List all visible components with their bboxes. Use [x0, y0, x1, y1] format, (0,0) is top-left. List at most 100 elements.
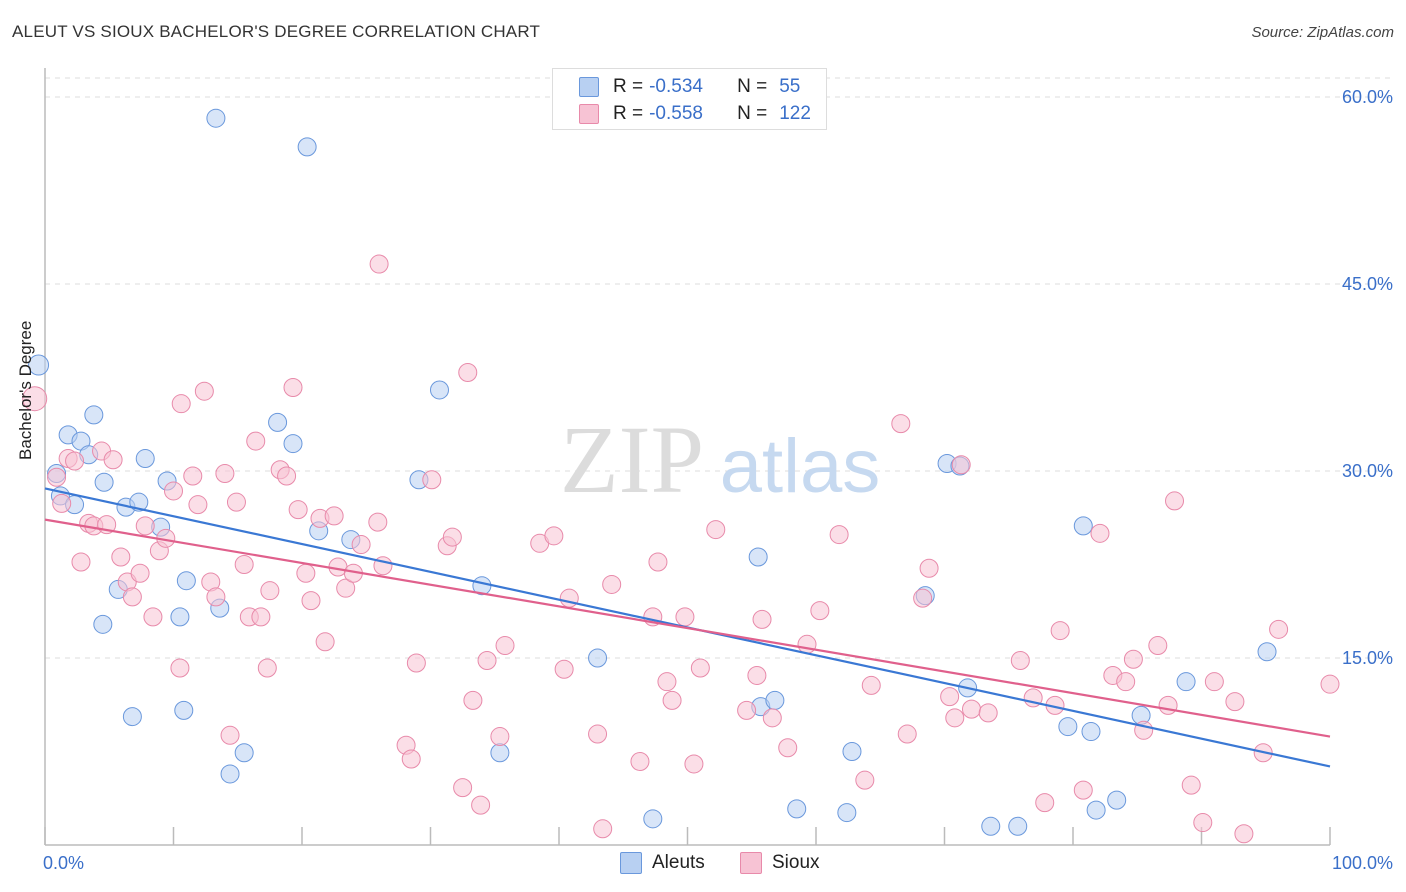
- sioux-point: [544, 526, 564, 546]
- n-label: N =: [737, 76, 768, 97]
- sioux-point: [778, 738, 798, 758]
- aleut-point: [28, 354, 50, 376]
- sioux-point: [71, 552, 91, 572]
- sioux-point: [961, 699, 981, 719]
- sioux-swatch: [579, 104, 599, 124]
- sioux-point: [1050, 621, 1070, 641]
- correlation-legend: R = -0.534 N = 55 R = -0.558 N = 122: [552, 68, 827, 130]
- sioux-point: [296, 563, 316, 583]
- sioux-point: [630, 751, 650, 771]
- aleut-point: [297, 137, 317, 157]
- sioux-point: [675, 607, 695, 627]
- aleut-point: [837, 803, 857, 823]
- sioux-point: [52, 493, 72, 513]
- aleut-point: [122, 707, 142, 727]
- sioux-point: [648, 552, 668, 572]
- sioux-point: [554, 659, 574, 679]
- x-tick-label-max: 100.0%: [1332, 853, 1393, 873]
- sioux-point: [422, 470, 442, 490]
- aleut-point: [1081, 722, 1101, 742]
- trend-lines: [44, 487, 1331, 768]
- sioux-point: [130, 563, 150, 583]
- aleut-point: [1086, 800, 1106, 820]
- y-tick-label: 45.0%: [1342, 274, 1393, 294]
- aleut-point: [787, 799, 807, 819]
- sioux-point: [188, 495, 208, 515]
- sioux-point: [940, 687, 960, 707]
- sioux-point: [657, 672, 677, 692]
- aleut-point: [94, 472, 114, 492]
- n-label: N =: [737, 103, 768, 124]
- sioux-point: [913, 588, 933, 608]
- sioux-point: [288, 500, 308, 520]
- sioux-point: [65, 451, 85, 471]
- sioux-point: [897, 724, 917, 744]
- aleut-point: [1058, 717, 1078, 737]
- sioux-point: [226, 492, 246, 512]
- aleut-swatch: [620, 852, 642, 874]
- sioux-point: [662, 690, 682, 710]
- watermark-atlas: atlas: [720, 424, 881, 509]
- sioux-point: [1090, 523, 1110, 543]
- sioux-point: [336, 578, 356, 598]
- aleut-point: [170, 607, 190, 627]
- sioux-swatch: [740, 852, 762, 874]
- sioux-point: [1234, 824, 1254, 844]
- sioux-point: [164, 481, 183, 501]
- axes: [44, 68, 1331, 846]
- sioux-point: [103, 450, 123, 470]
- sioux-point: [891, 414, 911, 434]
- sioux-point: [810, 601, 830, 621]
- sioux-point: [368, 512, 388, 532]
- aleut-point: [174, 700, 194, 720]
- y-tick-label: 60.0%: [1342, 87, 1393, 107]
- sioux-point: [206, 587, 226, 607]
- aleut-point: [748, 547, 768, 567]
- aleut-point: [765, 690, 785, 710]
- source-label: Source: ZipAtlas.com: [1251, 24, 1394, 41]
- sioux-point: [453, 778, 473, 798]
- sioux-point: [234, 555, 254, 574]
- sioux-point: [559, 588, 579, 608]
- sioux-point: [593, 819, 613, 839]
- aleut-point: [1176, 672, 1196, 692]
- sioux-trend-line: [44, 518, 1331, 738]
- sioux-point: [22, 386, 48, 412]
- n-value: 122: [779, 103, 811, 124]
- sioux-point: [588, 724, 608, 744]
- watermark: ZIP atlas: [560, 406, 880, 513]
- tick-labels: 15.0% 30.0% 45.0% 60.0% 0.0% 100.0%: [43, 87, 1393, 873]
- aleut-point: [1008, 816, 1028, 836]
- chart-title: ALEUT VS SIOUX BACHELOR'S DEGREE CORRELA…: [12, 22, 541, 41]
- x-tick-label-min: 0.0%: [43, 853, 84, 873]
- sioux-point: [829, 525, 849, 545]
- sioux-point: [442, 527, 462, 547]
- sioux-point: [706, 520, 726, 540]
- aleut-point: [84, 405, 104, 425]
- bottom-legend-aleuts-label: Aleuts: [652, 852, 705, 873]
- sioux-point: [477, 650, 497, 670]
- aleut-point: [1257, 642, 1277, 662]
- sioux-point: [111, 547, 131, 567]
- sioux-point: [260, 581, 280, 601]
- aleut-point: [135, 449, 155, 469]
- sioux-point: [301, 591, 321, 611]
- sioux-point: [458, 363, 478, 383]
- bottom-legend-sioux-label: Sioux: [772, 852, 820, 873]
- aleut-point: [220, 764, 240, 784]
- r-label: R =: [613, 76, 644, 97]
- sioux-point: [47, 467, 67, 487]
- sioux-point: [747, 665, 767, 685]
- y-tick-label: 15.0%: [1342, 648, 1393, 668]
- legend-row-aleuts: R = -0.534 N = 55: [579, 75, 800, 99]
- sioux-point: [406, 653, 426, 673]
- sioux-point: [1035, 793, 1055, 813]
- sioux-point: [1116, 672, 1136, 692]
- aleut-point: [234, 743, 254, 763]
- sioux-point: [602, 574, 622, 594]
- sioux-point: [978, 703, 998, 723]
- aleut-swatch: [579, 77, 599, 97]
- sioux-point: [684, 754, 704, 774]
- sioux-point: [135, 516, 155, 536]
